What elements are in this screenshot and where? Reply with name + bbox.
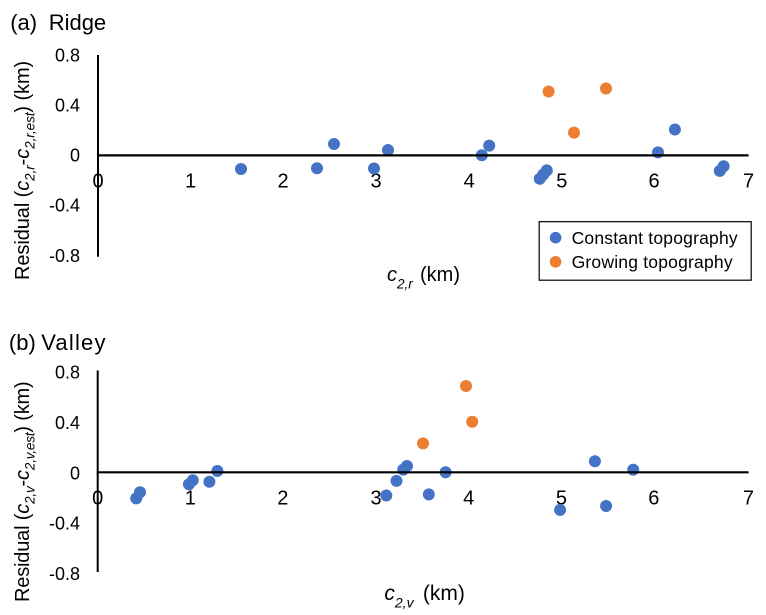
svg-text:0.4: 0.4 [55,96,80,116]
svg-text:0.4: 0.4 [55,413,80,433]
svg-text:c2,r (km): c2,r (km) [387,264,460,292]
svg-text:-0.4: -0.4 [49,514,80,534]
svg-text:2: 2 [277,488,288,510]
svg-text:0.8: 0.8 [55,46,80,66]
svg-text:7: 7 [743,488,754,510]
svg-text:0: 0 [70,463,80,483]
svg-text:-0.8: -0.8 [49,246,80,266]
svg-text:Valley: Valley [41,330,107,355]
svg-text:(b): (b) [9,330,36,355]
svg-text:6: 6 [648,171,659,193]
svg-text:1: 1 [185,488,196,510]
svg-text:4: 4 [463,488,474,510]
svg-text:Growing topography: Growing topography [572,252,733,272]
svg-text:2: 2 [277,171,288,193]
svg-text:3: 3 [370,171,381,193]
svg-text:5: 5 [556,488,567,510]
svg-text:3: 3 [370,488,381,510]
svg-text:6: 6 [648,488,659,510]
svg-text:5: 5 [556,171,567,193]
svg-text:-0.4: -0.4 [49,195,80,215]
svg-text:0: 0 [70,146,80,166]
svg-text:-0.8: -0.8 [49,564,80,584]
svg-text:(a): (a) [10,10,37,35]
svg-text:1: 1 [185,171,196,193]
svg-text:Constant topography: Constant topography [572,228,738,248]
svg-text:4: 4 [464,171,475,193]
svg-text:7: 7 [743,171,754,193]
svg-text:c2,v (km): c2,v (km) [384,582,465,611]
svg-text:Ridge: Ridge [49,10,106,35]
svg-text:0.8: 0.8 [55,362,80,382]
